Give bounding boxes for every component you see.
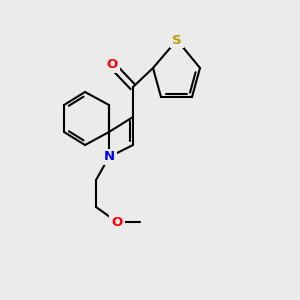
Text: N: N (103, 151, 115, 164)
Text: S: S (172, 34, 182, 46)
Text: O: O (106, 58, 118, 71)
Text: O: O (111, 215, 123, 229)
